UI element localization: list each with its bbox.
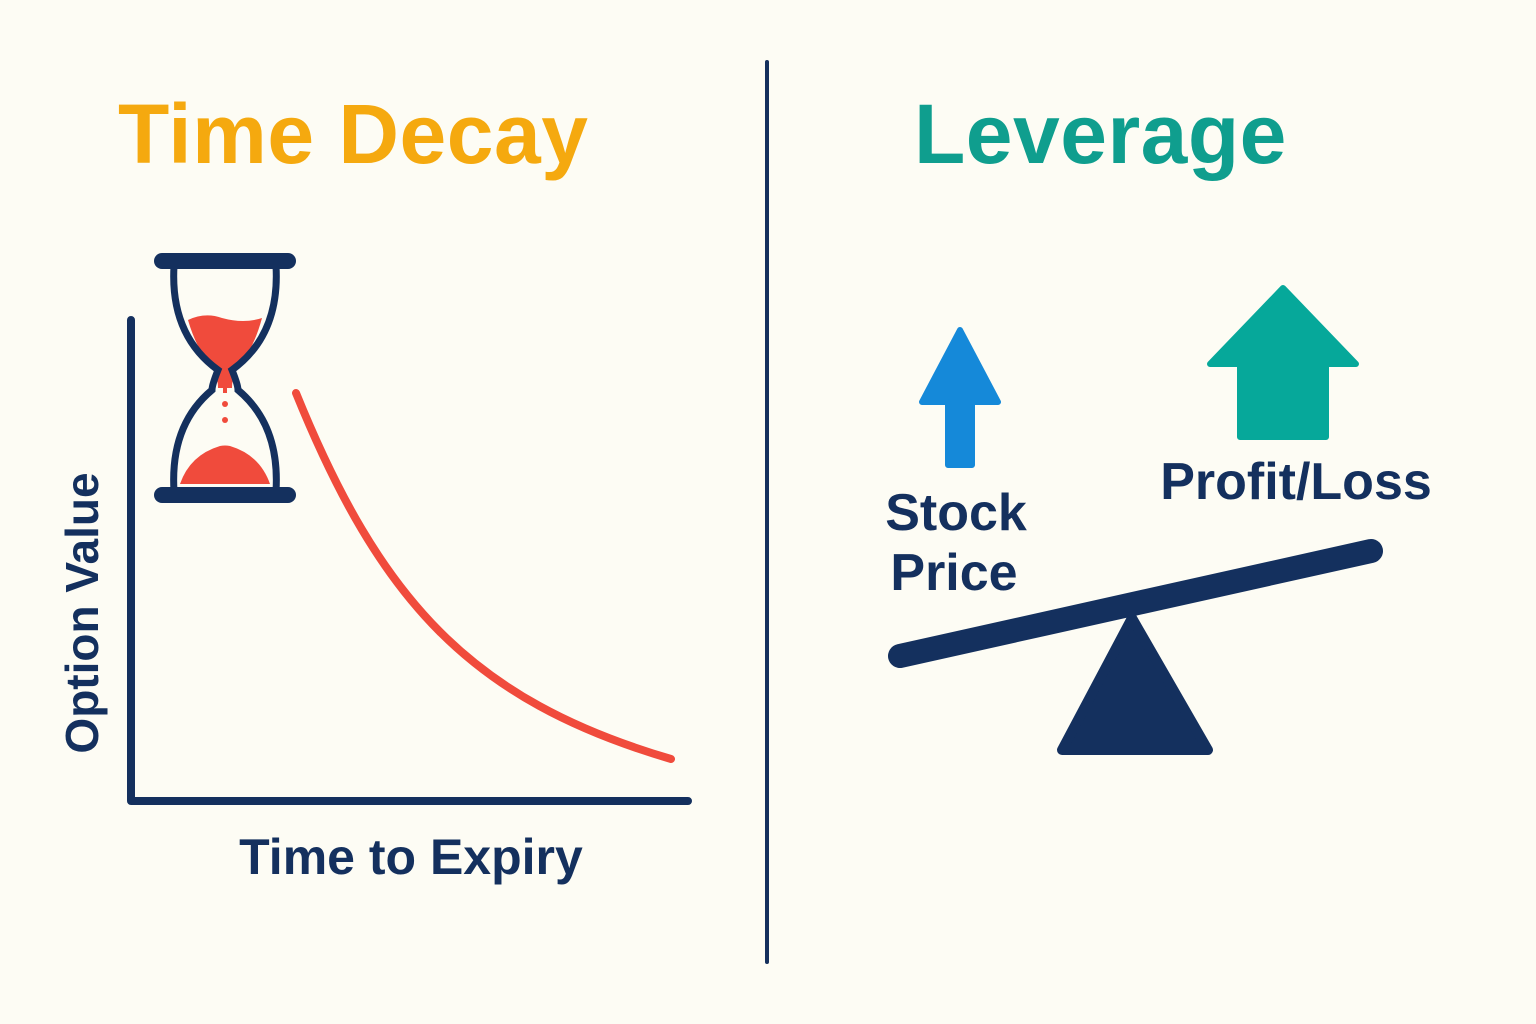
leverage-illustration: Stock Price Profit/Loss (885, 285, 1432, 755)
stock-price-label-line2: Price (890, 544, 1017, 602)
hourglass-icon (154, 253, 296, 503)
arrow-up-large-icon (1207, 285, 1359, 440)
profit-loss-label: Profit/Loss (1160, 453, 1432, 511)
hourglass-bottom-cap (154, 487, 296, 503)
hourglass-top-cap (154, 253, 296, 269)
y-axis-label: Option Value (56, 472, 108, 753)
time-decay-graph: Option Value Time to Expiry (56, 316, 692, 885)
decay-curve (292, 389, 675, 763)
hourglass-sand-top (188, 315, 262, 388)
hourglass-sand-bottom (180, 445, 270, 484)
hourglass-sand-drop (222, 401, 228, 407)
time-decay-title: Time Decay (118, 87, 589, 181)
seesaw-fulcrum (1057, 613, 1213, 755)
hourglass-sand-drop (222, 417, 228, 423)
hourglass-glass (170, 262, 280, 495)
hourglass-sand-stream (223, 385, 227, 393)
seesaw-beam (888, 539, 1383, 668)
seesaw-icon (888, 539, 1383, 755)
x-axis-label: Time to Expiry (239, 829, 583, 885)
graph-axes (127, 316, 692, 805)
stock-price-label-line1: Stock (885, 484, 1027, 542)
panel-divider (765, 60, 769, 964)
leverage-title: Leverage (914, 87, 1287, 181)
arrow-up-small-icon (919, 327, 1001, 468)
